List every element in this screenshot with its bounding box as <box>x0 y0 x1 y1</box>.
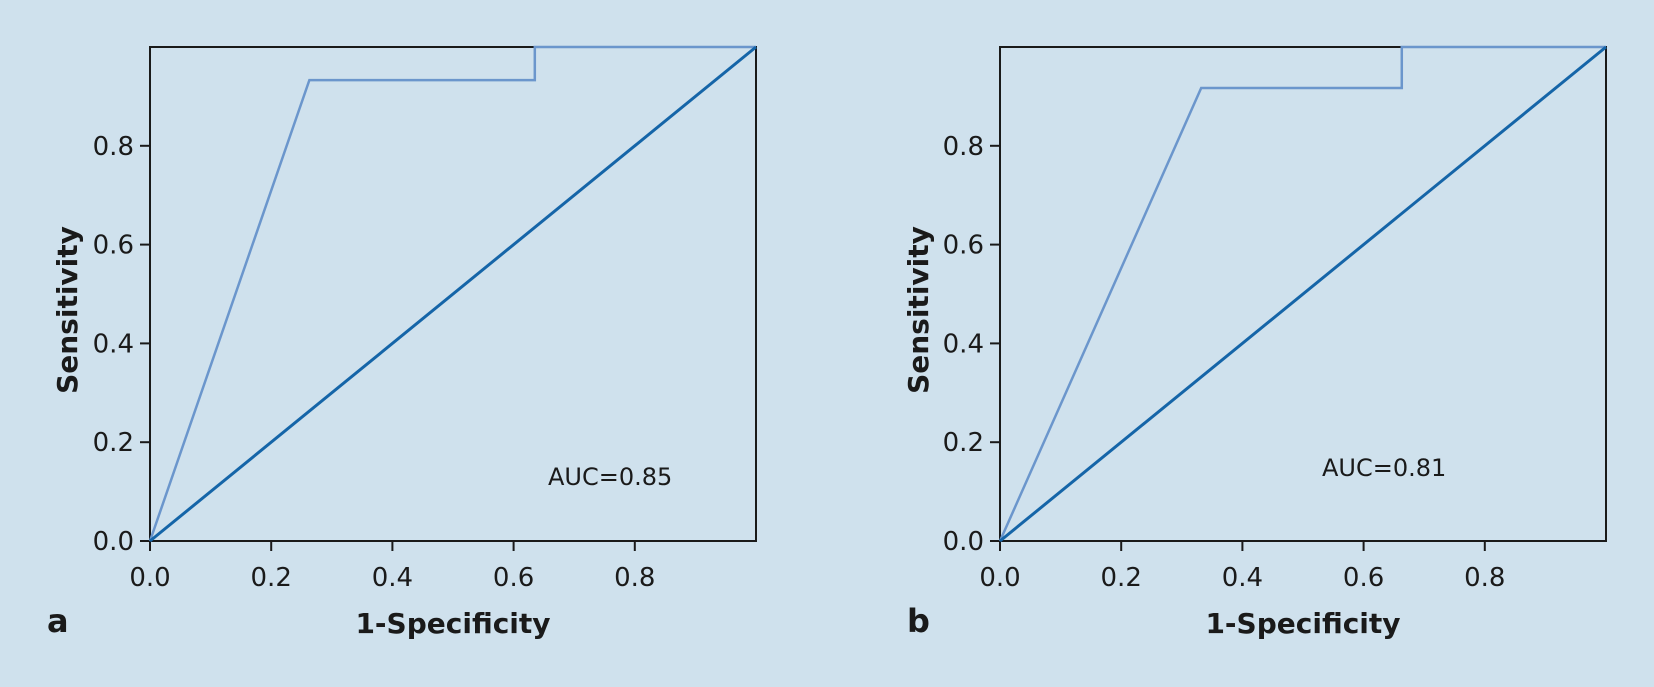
reference-diagonal-line <box>149 45 757 543</box>
y-tick-label: 0.6 <box>93 231 134 261</box>
y-tick-label: 0.2 <box>93 428 134 458</box>
panel-letter: b <box>907 602 930 640</box>
x-tick-label: 0.4 <box>372 563 413 593</box>
roc-curve-line <box>148 45 756 542</box>
auc-annotation: AUC=0.81 <box>1322 454 1446 482</box>
plot-frame <box>999 46 1607 542</box>
reference-diagonal-line <box>999 45 1607 543</box>
panel-letter: a <box>47 602 69 640</box>
roc-curve-line <box>998 45 1606 542</box>
y-tick-label: 0.0 <box>943 527 984 557</box>
y-tick-label: 0.6 <box>943 231 984 261</box>
y-tick-label: 0.4 <box>943 329 984 359</box>
x-tick-label: 0.0 <box>979 563 1020 593</box>
x-tick-label: 0.8 <box>1464 563 1505 593</box>
plot-frame <box>149 46 757 542</box>
x-tick-label: 0.0 <box>129 563 170 593</box>
x-tick-label: 0.2 <box>251 563 292 593</box>
y-tick-label: 0.0 <box>93 527 134 557</box>
y-tick-label: 0.8 <box>93 132 134 162</box>
x-tick-label: 0.6 <box>493 563 534 593</box>
x-axis-label: 1-Specificity <box>1205 607 1400 640</box>
auc-annotation: AUC=0.85 <box>548 463 672 491</box>
x-tick-label: 0.2 <box>1101 563 1142 593</box>
x-tick-label: 0.6 <box>1343 563 1384 593</box>
y-tick-label: 0.8 <box>943 132 984 162</box>
y-axis-label: Sensitivity <box>51 226 84 394</box>
y-tick-label: 0.4 <box>93 329 134 359</box>
roc-panel-b: 0.0 0.2 0.4 0.6 0.8 0.0 0.2 0.4 0.6 0.8 1-Specific… <box>902 45 1607 640</box>
y-tick-label: 0.2 <box>943 428 984 458</box>
roc-panel-a: 0.0 0.2 0.4 0.6 0.8 0.0 0.2 0.4 0.6 0.8 1-Specific… <box>47 45 757 640</box>
x-axis-label: 1-Specificity <box>355 607 550 640</box>
x-tick-label: 0.8 <box>614 563 655 593</box>
x-tick-label: 0.4 <box>1222 563 1263 593</box>
y-axis-label: Sensitivity <box>902 226 935 394</box>
